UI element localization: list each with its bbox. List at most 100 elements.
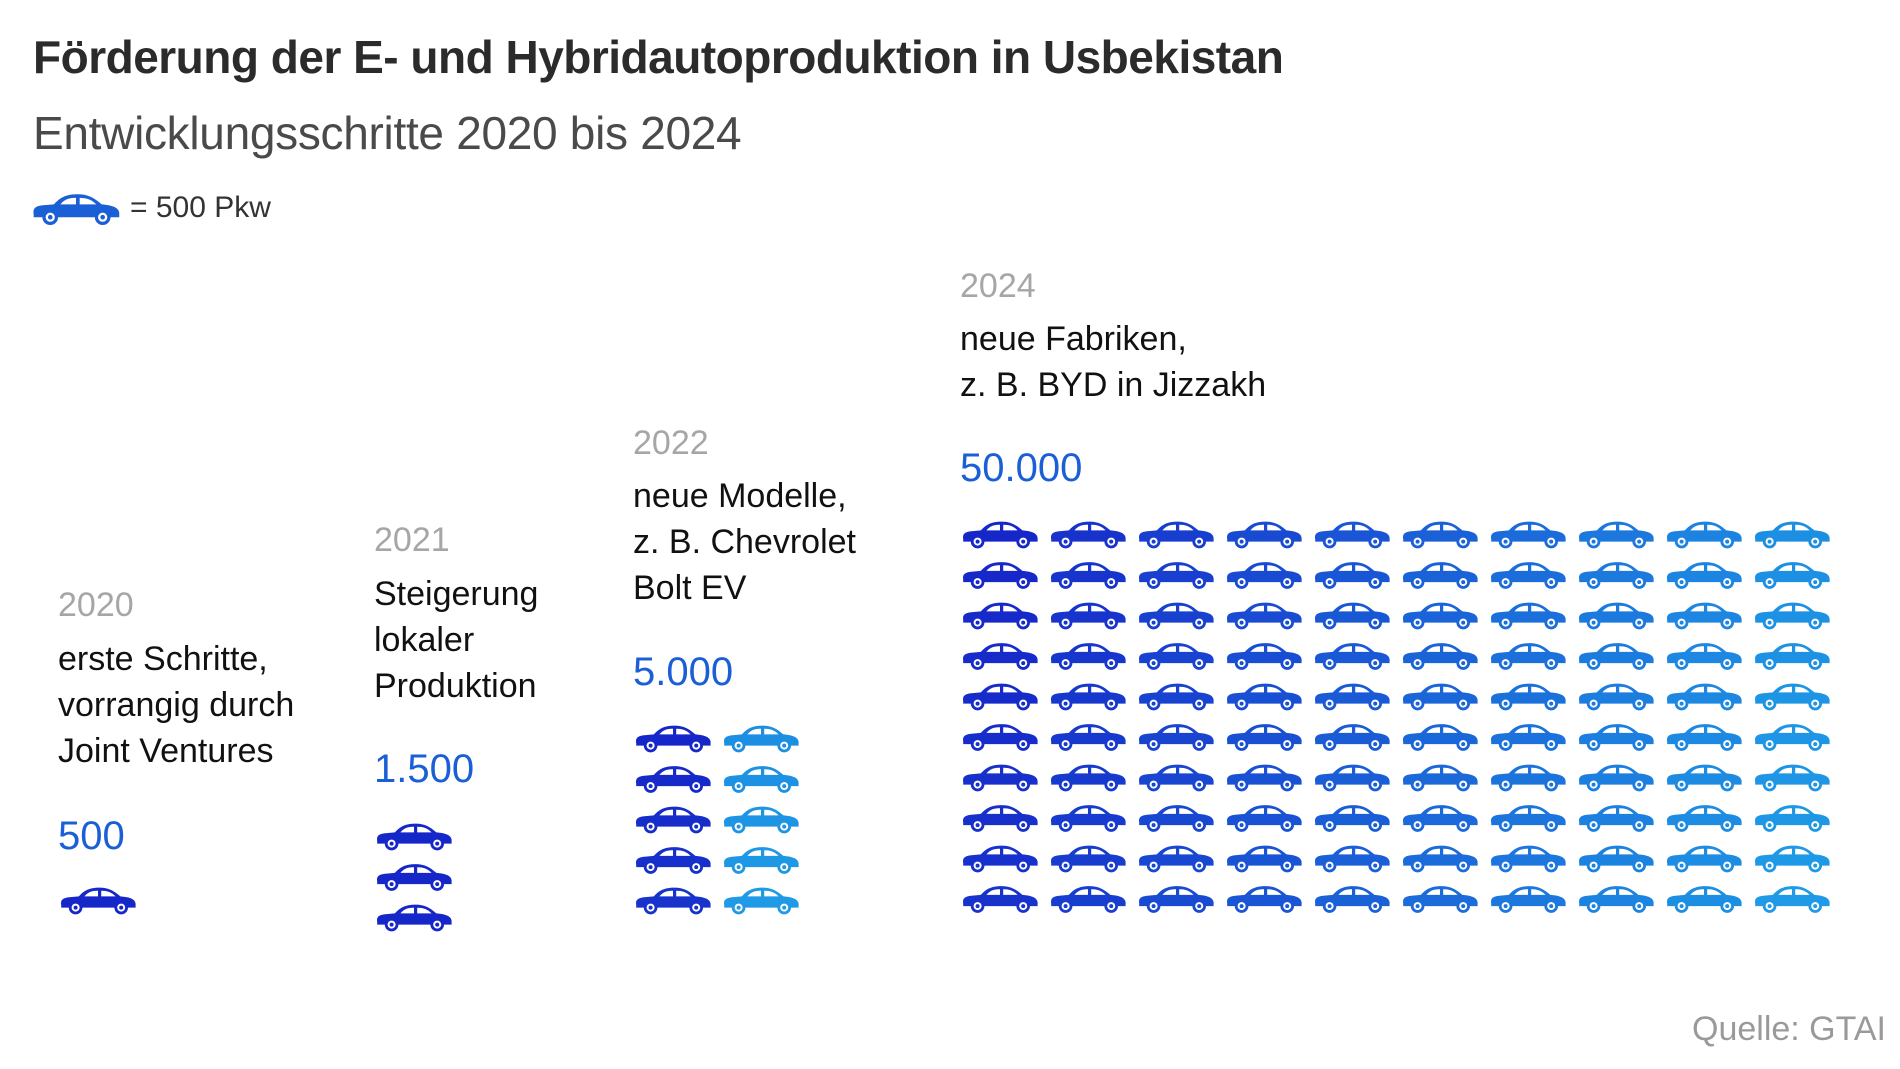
car-icon <box>1403 562 1478 589</box>
car-icon <box>1667 805 1742 832</box>
value-label: 500 <box>58 814 125 858</box>
car-icon <box>1667 602 1742 630</box>
car-icon <box>1579 845 1654 873</box>
description-line: z. B. Chevrolet <box>633 523 856 561</box>
car-icon <box>1051 683 1126 711</box>
car-icon <box>1315 764 1390 792</box>
car-icon <box>1579 764 1654 792</box>
car-icon-grid <box>636 725 799 915</box>
car-icon <box>1051 521 1126 549</box>
car-icon <box>1579 724 1654 751</box>
car-icon <box>1755 602 1830 630</box>
car-icon <box>1667 724 1742 751</box>
car-icon <box>724 766 799 793</box>
car-icon <box>1491 805 1566 832</box>
car-icon <box>1667 562 1742 589</box>
car-icon <box>377 904 452 932</box>
car-icon <box>1755 805 1830 832</box>
car-icon <box>636 725 711 753</box>
car-icon <box>1491 724 1566 751</box>
car-icon <box>963 764 1038 792</box>
car-icon <box>1667 521 1742 549</box>
car-icon <box>1755 845 1830 873</box>
car-icon <box>1403 683 1478 711</box>
car-icon <box>1051 764 1126 792</box>
car-icon <box>1579 643 1654 670</box>
description-line: z. B. BYD in Jizzakh <box>960 366 1267 404</box>
car-icon <box>1315 805 1390 832</box>
car-icon <box>1403 845 1478 873</box>
chart-title: Förderung der E- und Hybridautoproduktio… <box>33 31 1284 83</box>
car-icon-grid <box>377 823 452 932</box>
year-label: 2022 <box>633 424 709 462</box>
car-icon <box>636 887 711 915</box>
description-line: neue Fabriken, <box>960 320 1187 358</box>
car-icon <box>1755 683 1830 711</box>
car-icon <box>1491 643 1566 670</box>
description: Steigerung lokaler Produktion <box>374 571 538 709</box>
car-icon <box>636 766 711 793</box>
car-icon-grid <box>61 887 136 915</box>
car-icon <box>1755 521 1830 549</box>
car-icon <box>963 886 1038 913</box>
car-icon <box>1051 602 1126 630</box>
car-icon <box>1667 764 1742 792</box>
description-line: Produktion <box>374 667 537 705</box>
car-icon <box>636 847 711 874</box>
car-icon <box>1579 602 1654 630</box>
car-icon <box>1051 886 1126 913</box>
car-icon <box>1491 521 1566 549</box>
year-label: 2021 <box>374 521 450 559</box>
value-label: 50.000 <box>960 446 1083 490</box>
car-icon <box>1315 562 1390 589</box>
car-icon <box>1403 521 1478 549</box>
car-icon <box>1139 724 1214 751</box>
car-icon <box>1491 562 1566 589</box>
car-icon <box>1667 845 1742 873</box>
car-icon <box>1051 845 1126 873</box>
car-icon <box>1227 521 1302 549</box>
car-icon <box>963 845 1038 873</box>
year-label: 2024 <box>960 267 1036 305</box>
car-icon <box>1667 683 1742 711</box>
car-icon <box>1051 805 1126 832</box>
car-icon <box>1139 562 1214 589</box>
car-icon <box>1139 886 1214 913</box>
car-icon <box>1139 602 1214 630</box>
car-icon <box>1491 683 1566 711</box>
car-icon <box>1755 643 1830 670</box>
car-icon <box>1315 602 1390 630</box>
car-icon <box>1579 886 1654 913</box>
description-line: lokaler <box>374 621 475 659</box>
car-icon <box>1139 683 1214 711</box>
car-icon <box>963 724 1038 751</box>
car-icon <box>377 864 452 891</box>
description-line: Bolt EV <box>633 569 747 607</box>
car-icon <box>1227 683 1302 711</box>
legend-label: = 500 Pkw <box>130 191 271 224</box>
description: neue Modelle, z. B. Chevrolet Bolt EV <box>633 473 856 611</box>
value-label: 1.500 <box>374 747 475 791</box>
car-icon <box>1755 764 1830 792</box>
car-icon-grid <box>963 521 1830 913</box>
car-icon <box>1403 764 1478 792</box>
car-icon <box>1139 805 1214 832</box>
car-icon <box>1051 724 1126 751</box>
car-icon <box>724 847 799 874</box>
car-icon <box>1579 805 1654 832</box>
value-label: 5.000 <box>633 650 734 694</box>
description-line: vorrangig durch <box>58 686 295 724</box>
description-line: erste Schritte, <box>58 640 268 678</box>
car-icon <box>1403 602 1478 630</box>
car-icon <box>1051 643 1126 670</box>
car-icon <box>1755 886 1830 913</box>
car-icon <box>61 887 136 915</box>
car-icon <box>377 823 452 851</box>
car-icon <box>1139 764 1214 792</box>
car-icon <box>724 887 799 915</box>
car-icon <box>1315 643 1390 670</box>
car-icon <box>963 602 1038 630</box>
car-icon <box>1139 845 1214 873</box>
legend: = 500 Pkw <box>30 188 271 228</box>
car-icon <box>1227 805 1302 832</box>
